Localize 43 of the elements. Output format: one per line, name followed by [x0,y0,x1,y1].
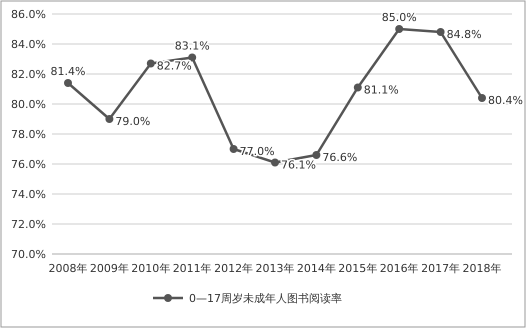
x-tick-label: 2013年 [256,262,294,275]
y-tick-label: 84.0% [11,38,46,51]
data-label: 83.1% [174,40,210,52]
legend-label: 0—17周岁未成年人图书阅读率 [189,292,342,305]
point [64,79,72,87]
data-label: 77.0% [240,145,275,158]
x-tick-label: 2011年 [172,262,212,275]
point [478,94,486,102]
y-tick-label: 80.0% [11,98,46,111]
point [436,28,445,36]
point [354,84,362,92]
data-label: 82.7% [156,60,192,72]
y-tick-label: 76.0% [11,158,46,171]
point [230,145,238,153]
point [146,60,155,68]
data-label: 85.0% [382,11,417,24]
y-tick-label: 82.0% [11,68,46,81]
y-tick-label: 74.0% [11,188,46,201]
y-tick-label: 78.0% [11,128,46,141]
point [395,25,404,33]
x-tick-label: 2014年 [296,262,336,275]
x-tick-label: 2018年 [462,262,502,275]
y-tick-label: 72.0% [11,218,46,231]
x-tick-label: 2015年 [338,262,378,275]
point [188,54,196,62]
x-tick-label: 2012年 [214,262,254,275]
point [271,158,279,166]
data-label: 81.4% [50,65,86,78]
x-tick-label: 2008年 [48,262,88,275]
x-tick-label: 2017年 [421,262,460,275]
x-tick-label: 2009年 [90,262,129,275]
data-label: 76.1% [281,158,316,172]
point [105,115,114,123]
y-tick-label: 86.0% [11,8,46,21]
point [312,151,320,159]
y-tick-label: 70.0% [11,248,46,261]
data-label: 81.1% [364,84,399,96]
data-label: 84.8% [446,28,482,41]
data-label: 79.0% [115,115,150,128]
x-tick-label: 2016年 [380,262,419,275]
data-label: 76.6% [322,151,358,164]
data-label: 80.4% [488,94,523,107]
x-tick-label: 2010年 [131,262,170,275]
